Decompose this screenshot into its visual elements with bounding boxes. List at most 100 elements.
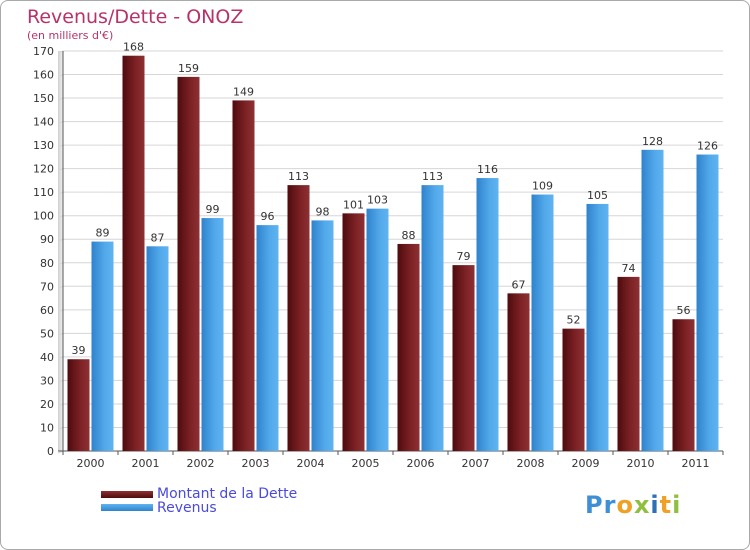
debt-value-label: 113 — [288, 170, 309, 183]
gridline-depth — [57, 191, 64, 195]
revenue-value-label: 113 — [422, 170, 443, 183]
x-tick-label: 2001 — [132, 457, 160, 470]
revenue-bar — [256, 225, 279, 451]
revenue-bar — [696, 154, 719, 451]
debt-value-label: 52 — [567, 314, 581, 327]
x-tick-label: 2003 — [242, 457, 270, 470]
gridline-depth — [57, 356, 64, 360]
y-tick-label: 60 — [40, 304, 54, 317]
gridline-depth — [57, 379, 64, 383]
revenue-value-label: 116 — [477, 163, 498, 176]
gridline-depth — [57, 403, 64, 407]
x-tick-label: 2007 — [462, 457, 490, 470]
data-labels: 39 89 168 87 159 99 149 96 113 98 101 103 88 113 79 116… — [72, 41, 719, 358]
revenue-bar — [531, 194, 554, 451]
y-tick-label: 80 — [40, 257, 54, 270]
y-tick-label: 130 — [33, 139, 54, 152]
bars — [67, 55, 719, 452]
revenue-bar — [421, 185, 444, 451]
x-tick-label: 2002 — [187, 457, 215, 470]
revenue-bar — [91, 241, 114, 451]
debt-bar — [672, 319, 695, 451]
x-tick-label: 2000 — [77, 457, 105, 470]
revenue-value-label: 105 — [587, 189, 608, 202]
y-tick-label: 30 — [40, 374, 54, 387]
gridline-depth — [57, 121, 64, 125]
debt-value-label: 67 — [512, 278, 526, 291]
x-tick-label: 2005 — [352, 457, 380, 470]
debt-value-label: 74 — [622, 262, 636, 275]
y-tick-label: 10 — [40, 421, 54, 434]
debt-bar — [397, 243, 420, 451]
debt-bar — [67, 359, 90, 451]
debt-bar — [617, 276, 640, 451]
debt-bar — [122, 55, 145, 452]
revenue-bar — [311, 220, 334, 451]
gridline-depth — [57, 427, 64, 430]
debt-bar — [342, 213, 365, 451]
x-tick-label: 2011 — [682, 457, 710, 470]
revenue-bar — [641, 149, 664, 451]
legend-revenue-swatch — [101, 504, 153, 511]
debt-value-label: 168 — [123, 41, 144, 54]
y-tick-label: 20 — [40, 398, 54, 411]
x-tick-label: 2004 — [297, 457, 325, 470]
gridlines — [57, 50, 723, 454]
revenue-bar — [476, 178, 499, 451]
y-tick-label: 170 — [33, 45, 54, 58]
gridline-depth — [57, 238, 64, 242]
gridline-depth — [57, 97, 64, 101]
legend-debt-swatch — [101, 491, 153, 498]
axes: 0 10 20 30 40 50 60 70 80 90 100 110 120 130 140 150 160… — [33, 45, 724, 470]
y-tick-label: 90 — [40, 233, 54, 246]
revenue-value-label: 99 — [206, 203, 220, 216]
y-tick-label: 40 — [40, 351, 54, 364]
revenue-bar — [586, 203, 609, 451]
revenue-bar — [201, 218, 224, 451]
y-tick-label: 160 — [33, 69, 54, 82]
gridline-depth — [57, 285, 64, 289]
gridline-depth — [57, 262, 64, 266]
revenue-value-label: 89 — [96, 227, 110, 240]
x-tick-label: 2008 — [517, 457, 545, 470]
y-tick-label: 110 — [33, 186, 54, 199]
revenue-value-label: 87 — [151, 231, 165, 244]
y-tick-label: 70 — [40, 280, 54, 293]
gridline-depth — [57, 215, 64, 219]
debt-value-label: 159 — [178, 62, 199, 75]
gridline-depth — [57, 50, 64, 54]
debt-value-label: 88 — [402, 229, 416, 242]
revenue-bar — [366, 208, 389, 451]
plot-side-wall — [58, 51, 63, 451]
gridline-depth — [57, 332, 64, 336]
debt-value-label: 79 — [457, 250, 471, 263]
debt-value-label: 39 — [72, 344, 86, 357]
gridline-depth — [57, 309, 64, 313]
revenue-value-label: 126 — [697, 140, 718, 153]
y-tick-label: 120 — [33, 163, 54, 176]
y-tick-label: 50 — [40, 327, 54, 340]
revenue-value-label: 109 — [532, 180, 553, 193]
gridline-depth — [57, 144, 64, 148]
debt-value-label: 101 — [343, 198, 364, 211]
y-tick-label: 0 — [47, 445, 54, 458]
debt-bar — [287, 185, 310, 451]
revenue-value-label: 98 — [316, 205, 330, 218]
revenue-value-label: 128 — [642, 135, 663, 148]
gridline-depth — [57, 74, 64, 77]
x-tick-label: 2009 — [572, 457, 600, 470]
debt-bar — [232, 100, 255, 451]
revenue-value-label: 96 — [261, 210, 275, 223]
chart-subtitle: (en milliers d'€) — [27, 29, 114, 42]
revenue-value-label: 103 — [367, 194, 388, 207]
debt-value-label: 56 — [677, 304, 691, 317]
debt-bar — [452, 265, 475, 451]
debt-value-label: 149 — [233, 85, 254, 98]
x-tick-label: 2006 — [407, 457, 435, 470]
gridline-depth — [57, 168, 64, 172]
legend-debt-label: Montant de la Dette — [157, 486, 298, 502]
y-tick-label: 140 — [33, 116, 54, 129]
proxiti-logo: Proxiti — [585, 491, 682, 519]
